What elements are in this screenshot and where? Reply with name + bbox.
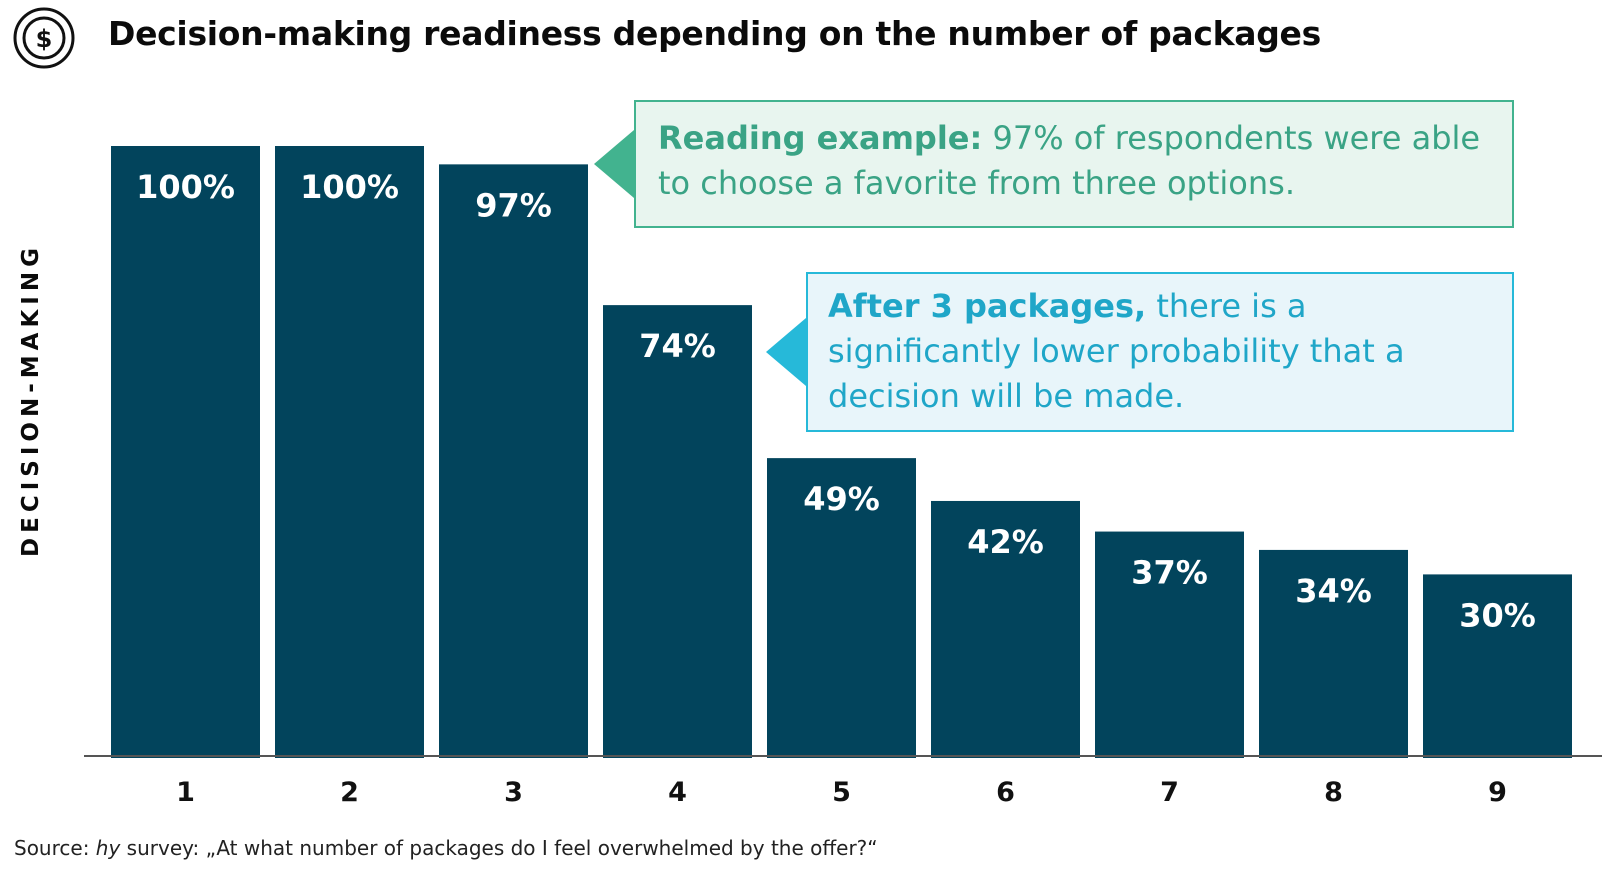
data-label-5: 49% (803, 480, 880, 518)
x-tick-5: 5 (832, 777, 851, 808)
bar-5 (767, 458, 916, 758)
callout-text: there is a significantly lower probabili… (828, 287, 1405, 415)
data-label-4: 74% (639, 327, 716, 365)
bar-7 (1095, 531, 1244, 758)
svg-text:$: $ (36, 25, 53, 53)
x-tick-6: 6 (996, 777, 1015, 808)
callout-pointer (594, 130, 634, 198)
data-label-2: 100% (300, 168, 399, 206)
x-tick-7: 7 (1160, 777, 1179, 808)
bar-9 (1423, 574, 1572, 758)
source-prefix: Source: (14, 836, 96, 860)
data-label-3: 97% (475, 186, 552, 224)
data-label-6: 42% (967, 523, 1044, 561)
chart-title: Decision-making readiness depending on t… (108, 14, 1321, 53)
dollar-coin-icon: $ (13, 7, 75, 69)
x-tick-8: 8 (1324, 777, 1343, 808)
x-tick-4: 4 (668, 777, 687, 808)
source-italic: hy (95, 836, 121, 860)
reading-example-callout: Reading example: 97% of respondents were… (594, 100, 1514, 228)
data-label-8: 34% (1295, 572, 1372, 610)
source-text: survey: „At what number of packages do I… (120, 836, 878, 860)
bar-4 (603, 305, 752, 758)
data-label-1: 100% (136, 168, 235, 206)
bar-1 (111, 146, 260, 758)
data-label-7: 37% (1131, 554, 1208, 592)
callout-pointer (766, 318, 806, 386)
callout-text: 97% of respondents were able to choose a… (658, 119, 1481, 202)
data-label-9: 30% (1459, 596, 1536, 634)
bar-3 (439, 164, 588, 759)
x-tick-9: 9 (1488, 777, 1507, 808)
after-three-packages-callout: After 3 packages, there is a significant… (766, 272, 1514, 432)
bar-8 (1259, 549, 1408, 758)
callout-bold-text: After 3 packages, (828, 287, 1147, 325)
x-tick-1: 1 (176, 777, 195, 808)
bar-2 (275, 146, 424, 758)
bar-6 (931, 500, 1080, 758)
callout-bold-text: Reading example: (658, 119, 983, 157)
x-tick-3: 3 (504, 777, 523, 808)
source-note: Source: hy survey: „At what number of pa… (14, 836, 878, 860)
x-tick-2: 2 (340, 777, 359, 808)
